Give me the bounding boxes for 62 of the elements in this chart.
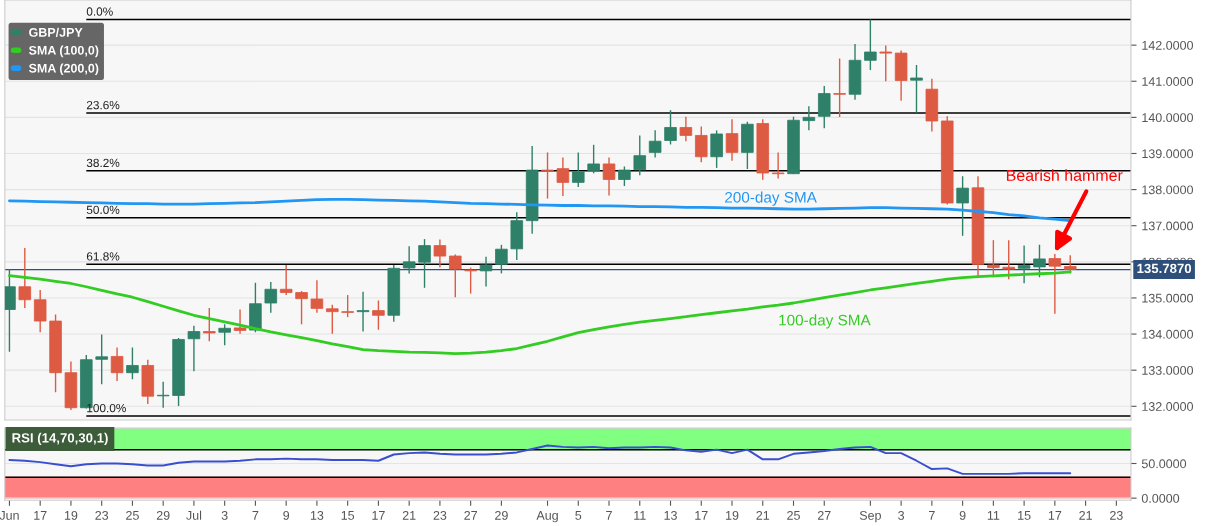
x-tick-label: 15 bbox=[1018, 511, 1031, 520]
x-tick-label: 9 bbox=[283, 510, 290, 520]
x-tick-label: Sep bbox=[859, 510, 881, 523]
x-tick-label: 7 bbox=[606, 511, 612, 520]
annotation: 100-day SMA bbox=[779, 314, 871, 329]
y-tick-label: 135.0000 bbox=[1142, 293, 1194, 303]
y-tick-label: 140.0000 bbox=[1142, 113, 1194, 123]
x-tick-label: Jun bbox=[0, 511, 19, 520]
x-tick-label: 19 bbox=[726, 510, 739, 520]
x-tick-label: Aug bbox=[536, 511, 558, 523]
x-tick-label: 9 bbox=[959, 510, 966, 520]
x-tick-label: 25 bbox=[126, 510, 139, 520]
y-tick-label: 141.0000 bbox=[1142, 77, 1194, 86]
x-tick-label: 27 bbox=[817, 510, 831, 520]
annotation: Bearish hammer bbox=[1006, 169, 1123, 182]
annotation: 100.0% bbox=[87, 403, 126, 413]
x-tick-label: 3 bbox=[898, 510, 905, 520]
y-tick-label: 142.0000 bbox=[1142, 40, 1194, 50]
legend-label: GBP/JPY bbox=[29, 27, 83, 37]
x-tick-label: 29 bbox=[156, 510, 170, 520]
x-tick-label: 21 bbox=[402, 510, 416, 520]
y-tick-label: 139.0000 bbox=[1142, 149, 1194, 159]
x-tick-label: 17 bbox=[34, 511, 47, 520]
annotation: 38.2% bbox=[86, 158, 120, 168]
y-tick-label: 132.0000 bbox=[1142, 402, 1194, 411]
x-tick-label: 7 bbox=[252, 511, 259, 520]
x-tick-label: 25 bbox=[787, 510, 800, 520]
annotation: 61.8% bbox=[86, 252, 120, 261]
x-tick-label: Jul bbox=[186, 510, 202, 520]
x-tick-label: 21 bbox=[1079, 510, 1092, 520]
x-tick-label: 27 bbox=[464, 510, 477, 520]
x-tick-label: 7 bbox=[929, 511, 935, 520]
annotation: 200-day SMA bbox=[725, 191, 817, 206]
annotation: 23.6% bbox=[86, 100, 120, 110]
x-tick-label: 21 bbox=[756, 510, 770, 520]
legend-label: SMA (100,0) bbox=[28, 45, 99, 58]
y-tick-label: 0.0000 bbox=[1141, 493, 1180, 503]
y-tick-label: 134.0000 bbox=[1142, 329, 1194, 339]
x-tick-label: 15 bbox=[341, 511, 355, 520]
annotation: 0.0% bbox=[86, 7, 113, 16]
x-tick-label: 13 bbox=[664, 510, 677, 520]
x-tick-label: 11 bbox=[987, 511, 1000, 520]
x-tick-label: 17 bbox=[695, 511, 708, 520]
x-tick-label: 23 bbox=[95, 510, 109, 520]
x-tick-label: 23 bbox=[1110, 510, 1123, 520]
x-tick-label: 13 bbox=[310, 510, 324, 520]
x-tick-label: 19 bbox=[64, 510, 78, 520]
chart-title: RSI (14,70,30,1) bbox=[12, 432, 108, 446]
x-tick-label: 3 bbox=[221, 510, 228, 520]
legend-label: SMA (200,0) bbox=[28, 63, 99, 76]
x-tick-label: 5 bbox=[575, 511, 582, 520]
x-tick-label: 23 bbox=[433, 510, 447, 520]
ref-line-label: 135.7870 bbox=[1137, 263, 1192, 274]
x-tick-label: 29 bbox=[495, 510, 508, 520]
y-tick-label: 138.0000 bbox=[1142, 185, 1194, 195]
annotation: 50.0% bbox=[86, 205, 120, 214]
y-tick-label: 133.0000 bbox=[1142, 365, 1194, 375]
x-tick-label: 17 bbox=[1048, 511, 1062, 520]
y-tick-label: 137.0000 bbox=[1142, 221, 1194, 231]
x-tick-label: 17 bbox=[372, 511, 385, 520]
x-tick-label: 11 bbox=[634, 511, 646, 520]
y-tick-label: 50.0000 bbox=[1141, 459, 1187, 469]
